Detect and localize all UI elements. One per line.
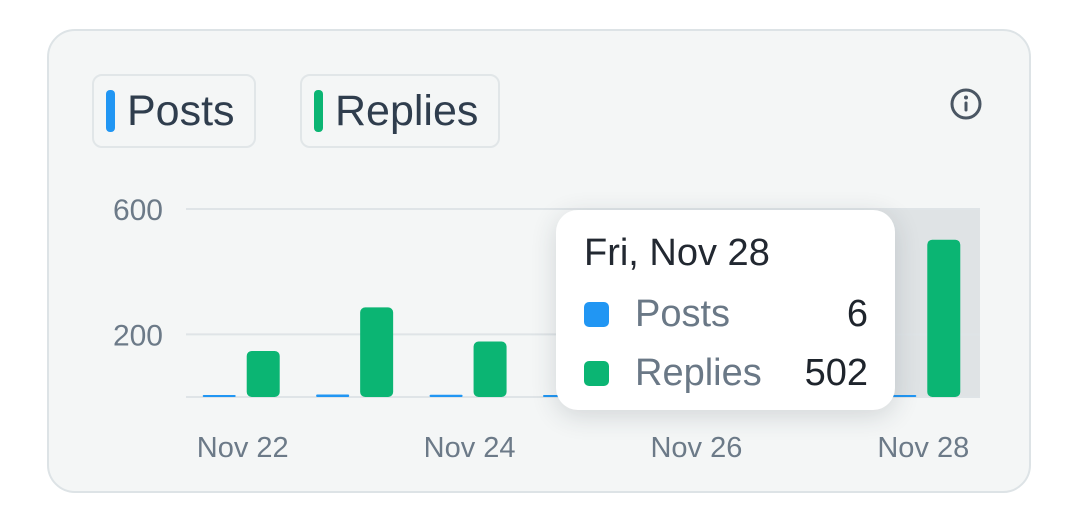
posts-bar	[316, 394, 350, 397]
replies-bar	[360, 307, 394, 397]
replies-swatch	[314, 90, 323, 132]
x-tick-label: Nov 24	[424, 432, 516, 464]
y-tick-label: 200	[113, 319, 163, 352]
legend-replies-label: Replies	[335, 86, 479, 135]
tooltip-replies-label: Replies	[635, 351, 762, 394]
tooltip-replies-value: 502	[804, 351, 868, 394]
x-tick-label: Nov 26	[650, 432, 742, 464]
posts-swatch	[106, 90, 115, 132]
tooltip-posts-label: Posts	[635, 292, 731, 335]
tooltip-date: Fri, Nov 28	[584, 232, 770, 274]
info-circle-icon[interactable]	[950, 88, 982, 120]
tooltip-row-posts: Posts 6	[584, 292, 868, 336]
posts-bar	[202, 395, 236, 397]
legend-toggle-posts[interactable]: Posts	[92, 74, 256, 148]
posts-bar	[429, 394, 463, 397]
legend-toggle-replies[interactable]: Replies	[300, 74, 500, 148]
tooltip-replies-swatch	[584, 360, 609, 386]
replies-bar	[927, 239, 961, 397]
legend-posts-label: Posts	[127, 86, 235, 135]
replies-bar	[473, 341, 507, 397]
chart-tooltip: Fri, Nov 28 Posts 6 Replies 502	[556, 210, 895, 410]
x-tick-label: Nov 28	[877, 432, 969, 464]
replies-bar	[246, 350, 280, 397]
x-tick-label: Nov 22	[197, 432, 289, 464]
tooltip-posts-value: 6	[846, 292, 868, 335]
tooltip-posts-swatch	[584, 301, 609, 327]
tooltip-row-replies: Replies 502	[584, 351, 868, 395]
y-tick-label: 600	[113, 194, 163, 227]
